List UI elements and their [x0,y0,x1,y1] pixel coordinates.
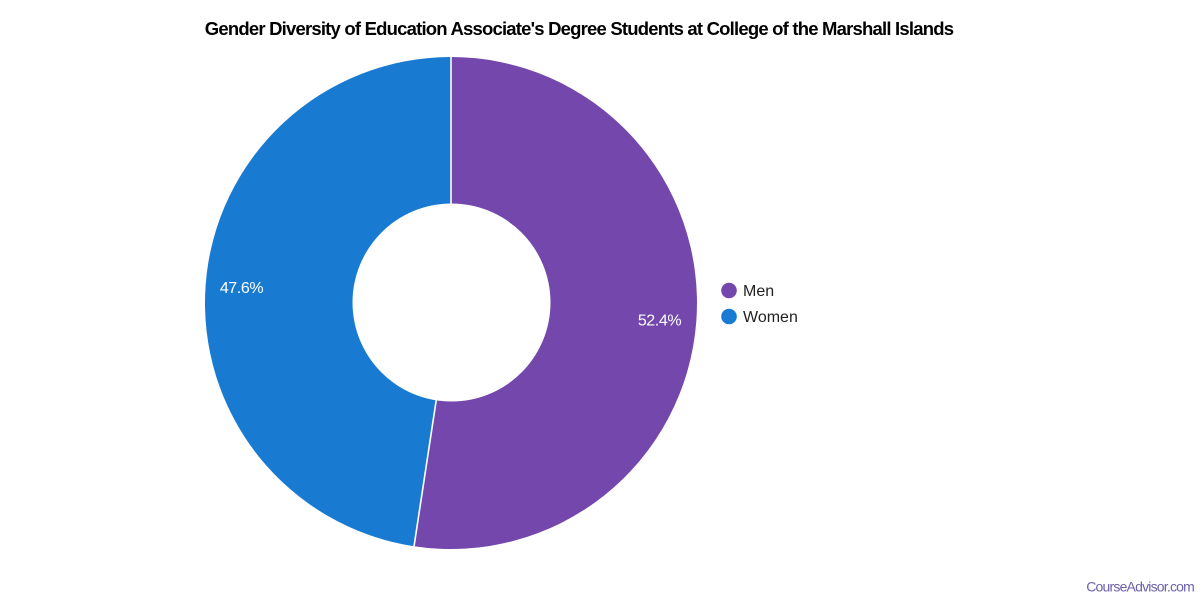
svg-text:52.4%: 52.4% [638,313,682,330]
svg-text:Women: Women [743,309,798,326]
svg-text:CourseAdvisor.com: CourseAdvisor.com [1086,579,1194,595]
svg-text:47.6%: 47.6% [220,280,264,297]
svg-text:Men: Men [743,283,774,300]
svg-text:Gender Diversity of Education: Gender Diversity of Education Associate'… [205,18,954,39]
